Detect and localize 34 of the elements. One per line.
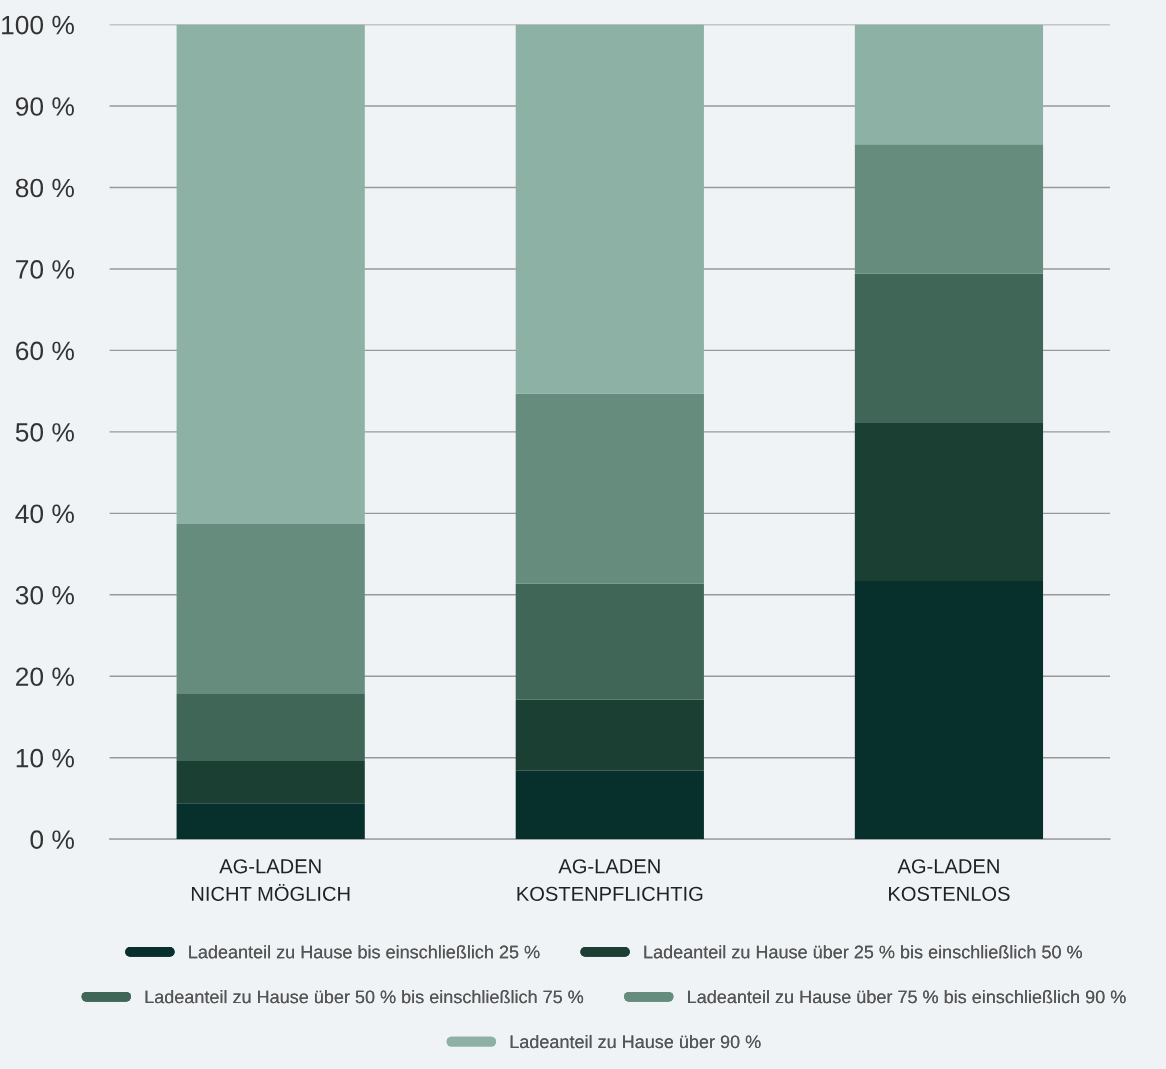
y-tick-label: 60 % [16,341,74,361]
y-tick-label: 30 % [15,585,74,605]
bar [854,144,1044,274]
bar [176,693,365,761]
y-tick-label: 70 % [16,260,74,279]
bar [854,273,1044,423]
y-tick-label: 40 % [15,504,74,524]
y-tick-label: 20 % [16,667,74,687]
legend-label: Ladeanteil zu Hause über 25 % bis einschließlich 50 % [644,945,1082,959]
bar [515,699,704,771]
x-tick-label: AG-LADEN KOSTENLOS [889,859,1010,901]
legend-label: Ladeanteil zu Hause über 90 % [510,1034,761,1049]
bar [515,24,704,394]
legend-label: Ladeanteil zu Hause über 75 % bis einschließlich 90 % [688,990,1126,1004]
bar [854,422,1044,581]
y-tick-label: 0 % [30,830,74,849]
bar [515,583,704,700]
bar [515,393,704,584]
y-tick-label: 90 % [15,97,74,116]
x-tick-label: AG-LADEN KOSTENPFLICHTIG [517,859,703,901]
bar [515,770,704,840]
y-tick-label: 50 % [15,423,74,442]
bar [176,760,365,804]
bar [854,580,1044,840]
legend-label: Ladeanteil zu Hause bis einschließlich 25 % [189,945,540,959]
bar [854,24,1044,145]
y-tick-label: 10 % [16,748,74,768]
y-tick-label: 100 % [2,15,74,35]
bar [176,523,365,694]
y-tick-label: 80 % [15,178,74,198]
bar [176,24,365,524]
x-tick-label: AG-LADEN NICHT MÖGLICH [191,859,350,901]
bar [176,803,365,840]
legend-label: Ladeanteil zu Hause über 50 % bis einschließlich 75 % [145,990,584,1004]
